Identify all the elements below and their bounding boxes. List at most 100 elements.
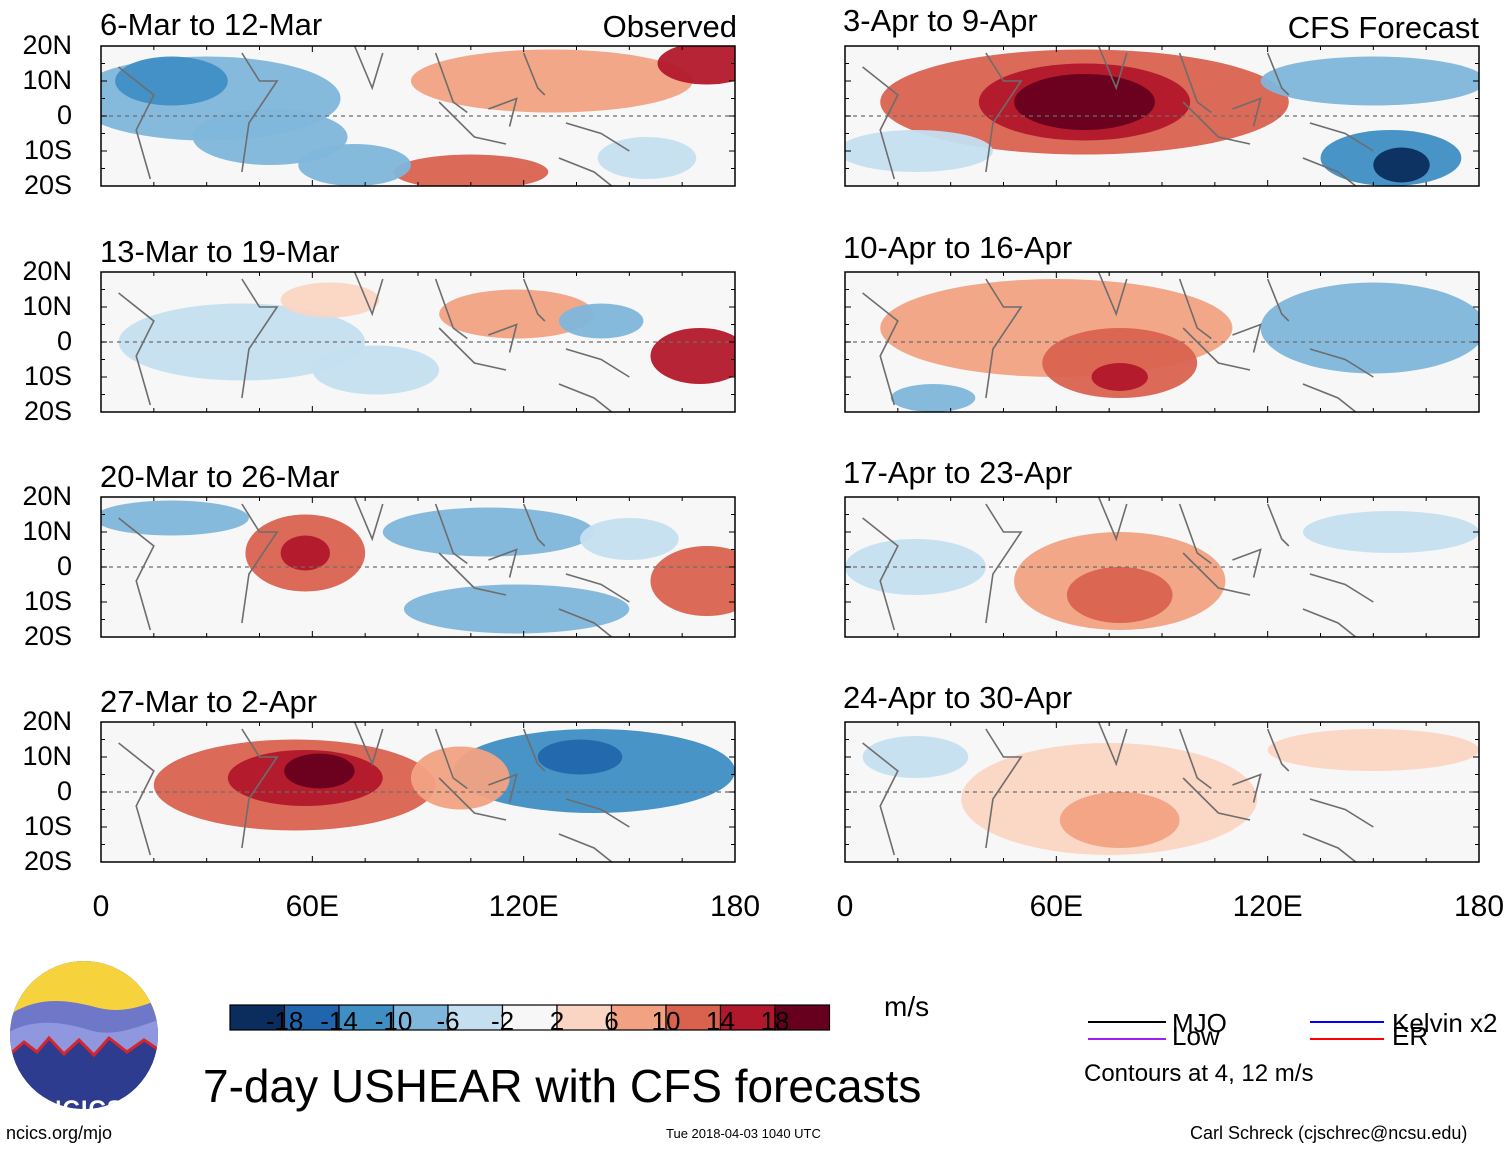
coastline [353,46,384,91]
coastline [862,517,899,631]
y-tick-label: 10S [23,361,72,391]
anomaly-cell-1-0-5 [1373,147,1430,183]
coastline [434,503,468,565]
anomaly-cell-1-2-3 [845,539,986,595]
y-tick-label: 20N [22,256,72,286]
coastline [1178,52,1212,114]
coastline [1266,728,1290,772]
x-tick-label: 120E [1232,890,1303,923]
coastline [1097,46,1128,91]
coastline [353,497,384,542]
coastline [985,52,1023,173]
coastline [488,97,518,127]
colorbar-swatch [774,1004,831,1031]
anomaly-cell-0-2-6 [580,518,679,560]
x-tick-label: 180 [1453,890,1505,923]
legend-label-er: ER [1392,1021,1429,1051]
coastline [241,278,279,399]
coastline [1097,722,1128,767]
coastline [1097,272,1128,317]
colorbar-swatch [665,1004,722,1031]
anomaly-cell-0-2-4 [403,584,630,634]
panel-title-2: 13-Mar to 19-Mar [100,234,340,269]
panel-1-2 [845,497,1479,637]
timestamp: Tue 2018-04-03 1040 UTC [666,1126,821,1141]
coastline [438,552,507,596]
coastline [558,608,613,637]
coastline [522,52,546,96]
coastline [353,272,384,317]
coastline [1309,573,1374,603]
coastline [558,157,613,186]
coastline [1302,383,1357,412]
coastline [1232,548,1262,578]
coastline [353,722,384,767]
panel-0-1 [101,272,735,412]
x-tick-label: 0 [836,890,854,923]
coastline [1302,157,1357,186]
y-tick-label: 10N [22,516,72,546]
coastline [488,773,518,803]
y-tick-label: 20S [23,846,72,876]
site-link[interactable]: ncics.org/mjo [6,1123,113,1143]
panel-title-1: 6-Mar to 12-Mar [100,7,323,42]
coastline [985,278,1023,399]
y-tick-label: 0 [56,100,72,130]
coastline [1266,52,1290,96]
colorbar-tick-label: 14 [706,1006,735,1036]
anomaly-cell-0-1-2 [439,289,595,339]
coastline [985,728,1023,849]
panel-title-7: 17-Apr to 23-Apr [843,455,1073,490]
y-tick-label: 20N [22,481,72,511]
coastline [522,728,546,772]
anomaly-cell-0-3-5 [410,746,510,810]
coastline [1232,323,1262,353]
coastline [438,327,507,371]
colorbar-tick-label: -6 [436,1006,460,1036]
panel-1-3 [845,722,1479,862]
anomaly-cell-0-1-0 [118,303,366,381]
coastline [558,383,613,412]
anomaly-cell-1-0-3 [1260,56,1479,106]
author-credit: Carl Schreck (cjschrec@ncsu.edu) [1190,1123,1468,1143]
colorbar-swatch [229,1004,286,1031]
coastline [985,503,1023,624]
colorbar-tick-label: 10 [651,1006,681,1036]
panel-0-3 [101,722,735,862]
anomaly-cell-0-0-2 [192,109,348,165]
coastline [1302,833,1357,862]
x-tick-label: 180 [709,890,761,923]
map-panels [100,45,1480,863]
colorbar-tick-label: -2 [490,1006,515,1036]
anomaly-cell-1-1-3 [1260,282,1479,374]
colorbar-tick-label: -18 [265,1006,304,1036]
coastline [862,292,899,406]
y-tick-label: 20N [22,30,72,60]
x-tick-label: 60E [1029,890,1084,923]
coastline [1309,122,1374,152]
panel-title-6: 10-Apr to 16-Apr [843,230,1073,265]
coastline [118,517,155,631]
y-tick-label: 10S [23,135,72,165]
anomaly-cell-0-1-4 [558,303,644,339]
coastline [862,66,899,180]
coastline [434,52,468,114]
coastline [1309,348,1374,378]
ncics-logo [10,961,158,1109]
colorbar-tick-label: 2 [549,1006,565,1036]
panel-1-0 [845,46,1479,186]
coastline [558,833,613,862]
legend-lines [1088,1021,1384,1040]
coastline [241,503,279,624]
anomaly-cell-1-1-2 [1091,363,1148,391]
y-tick-label: 0 [56,551,72,581]
anomaly-cell-0-0-3 [410,49,693,113]
anomaly-cell-1-2-1 [1066,567,1173,623]
legend-label-kelvin: Kelvin x2 [1392,1008,1498,1038]
anomaly-cell-0-0-6 [298,144,411,186]
anomaly-cell-1-3-2 [1267,729,1479,771]
anomaly-cell-1-1-4 [890,384,976,412]
coastline [118,66,155,180]
colorbar-tick-label: -14 [320,1006,358,1036]
